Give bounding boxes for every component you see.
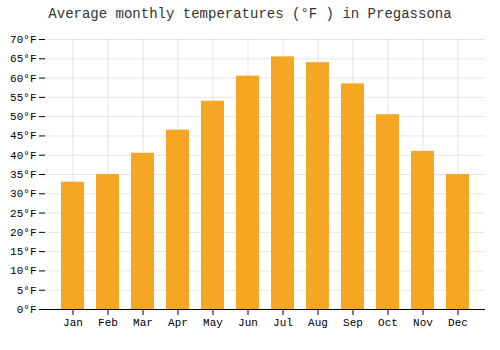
svg-text:Jul: Jul xyxy=(273,317,293,329)
svg-text:Jun: Jun xyxy=(238,317,258,329)
svg-text:60°F: 60°F xyxy=(10,73,36,85)
svg-text:May: May xyxy=(203,317,223,329)
svg-text:70°F: 70°F xyxy=(10,34,36,46)
svg-text:65°F: 65°F xyxy=(10,53,36,65)
svg-text:Sep: Sep xyxy=(343,317,363,329)
svg-text:45°F: 45°F xyxy=(10,130,36,142)
svg-text:50°F: 50°F xyxy=(10,111,36,123)
svg-text:Nov: Nov xyxy=(413,317,433,329)
svg-text:20°F: 20°F xyxy=(10,227,36,239)
svg-text:25°F: 25°F xyxy=(10,208,36,220)
svg-text:15°F: 15°F xyxy=(10,246,36,258)
svg-text:Feb: Feb xyxy=(98,317,118,329)
svg-text:10°F: 10°F xyxy=(10,265,36,277)
svg-text:Aug: Aug xyxy=(308,317,328,329)
svg-text:35°F: 35°F xyxy=(10,169,36,181)
svg-text:Apr: Apr xyxy=(168,317,188,329)
svg-text:30°F: 30°F xyxy=(10,188,36,200)
svg-text:5°F: 5°F xyxy=(17,285,37,297)
svg-text:Dec: Dec xyxy=(448,317,468,329)
svg-text:55°F: 55°F xyxy=(10,92,36,104)
html-text:Average monthly temperatures (: Average monthly temperatures (°F ) in Pr… xyxy=(48,6,452,22)
svg-text:Jan: Jan xyxy=(63,317,83,329)
svg-text:40°F: 40°F xyxy=(10,150,36,162)
svg-text:0°F: 0°F xyxy=(17,304,37,316)
svg-text:Mar: Mar xyxy=(133,317,153,329)
svg-text:Oct: Oct xyxy=(378,317,398,329)
